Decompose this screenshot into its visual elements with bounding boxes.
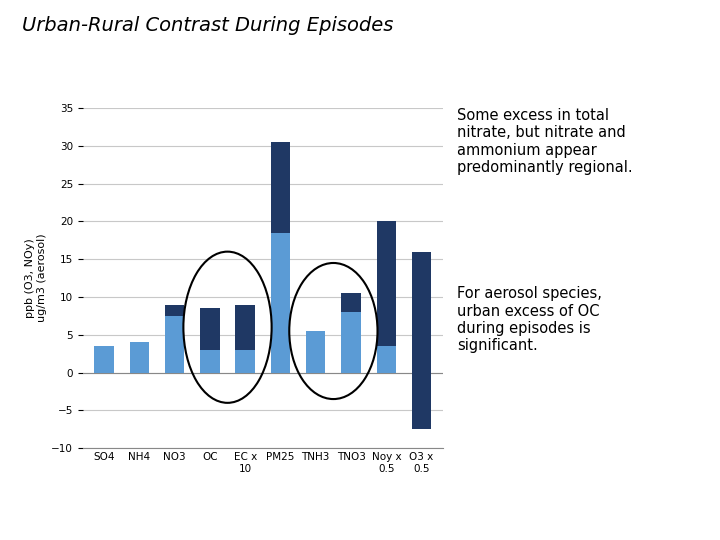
Bar [200,308,220,350]
Bar [235,305,255,350]
Bar [200,350,220,373]
Bar [341,312,361,373]
Bar [412,252,431,429]
Bar [235,350,255,373]
Y-axis label: ppb (O3, NOy)
ug/m3 (aerosol): ppb (O3, NOy) ug/m3 (aerosol) [25,234,47,322]
Bar [377,221,396,346]
Bar [94,346,114,373]
Text: For aerosol species,
urban excess of OC
during episodes is
significant.: For aerosol species, urban excess of OC … [457,286,602,353]
Bar [165,305,184,316]
Bar [341,293,361,312]
Text: Some excess in total
nitrate, but nitrate and
ammonium appear
predominantly regi: Some excess in total nitrate, but nitrat… [457,108,633,175]
Bar [271,142,290,233]
Bar [377,346,396,373]
Bar [412,252,431,373]
Bar [165,316,184,373]
Bar [306,331,325,373]
Bar [130,342,149,373]
Bar [271,233,290,373]
Text: Urban-Rural Contrast During Episodes: Urban-Rural Contrast During Episodes [22,16,393,35]
